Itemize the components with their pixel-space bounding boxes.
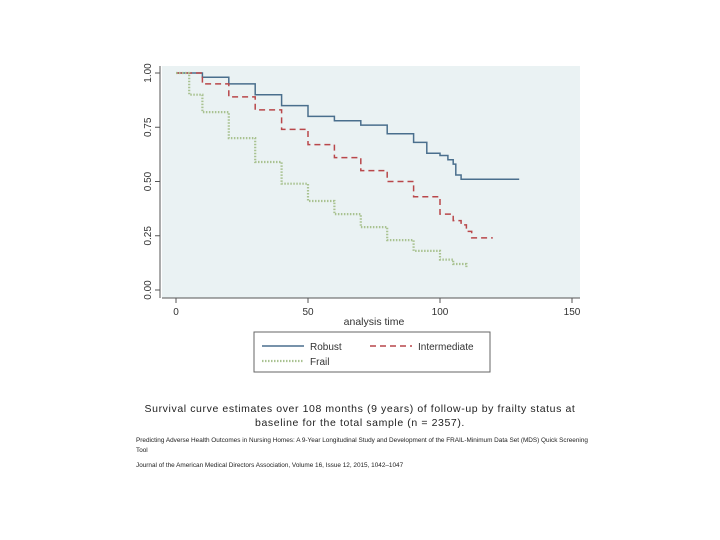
source-article-title: Predicting Adverse Health Outcomes in Nu…	[136, 437, 588, 454]
legend-label-robust: Robust	[310, 342, 342, 353]
series-lines	[176, 71, 520, 269]
series-line-frail	[176, 71, 468, 269]
x-tick-label-1: 50	[302, 307, 314, 318]
series-line-intermediate	[176, 72, 493, 239]
figure-caption: Survival curve estimates over 108 months…	[130, 402, 590, 430]
x-axis-label: analysis time	[344, 316, 405, 328]
legend-box	[253, 331, 491, 373]
y-tick-label-1: 0.25	[143, 226, 154, 246]
y-tick-label-4: 1.00	[143, 63, 154, 83]
caption-line-2: baseline for the total sample (n = 2357)…	[255, 417, 465, 429]
plot-area	[162, 66, 580, 298]
y-tick-label-2: 0.50	[143, 171, 154, 191]
legend-label-intermediate: Intermediate	[418, 342, 474, 353]
axis-ticks: 0.00 0.25 0.50 0.75 1.00 0 50 100 150	[143, 63, 581, 318]
legend: Robust Intermediate Frail	[253, 331, 491, 373]
x-tick-label-2: 100	[432, 307, 449, 318]
y-tick-label-0: 0.00	[143, 280, 154, 300]
legend-label-frail: Frail	[310, 357, 329, 368]
x-tick-label-3: 150	[564, 307, 581, 318]
series-line-robust	[176, 72, 520, 181]
caption-line-1: Survival curve estimates over 108 months…	[144, 403, 576, 415]
source-journal-citation: Journal of the American Medical Director…	[136, 462, 404, 469]
y-tick-label-3: 0.75	[143, 117, 154, 137]
x-tick-label-0: 0	[173, 307, 179, 318]
